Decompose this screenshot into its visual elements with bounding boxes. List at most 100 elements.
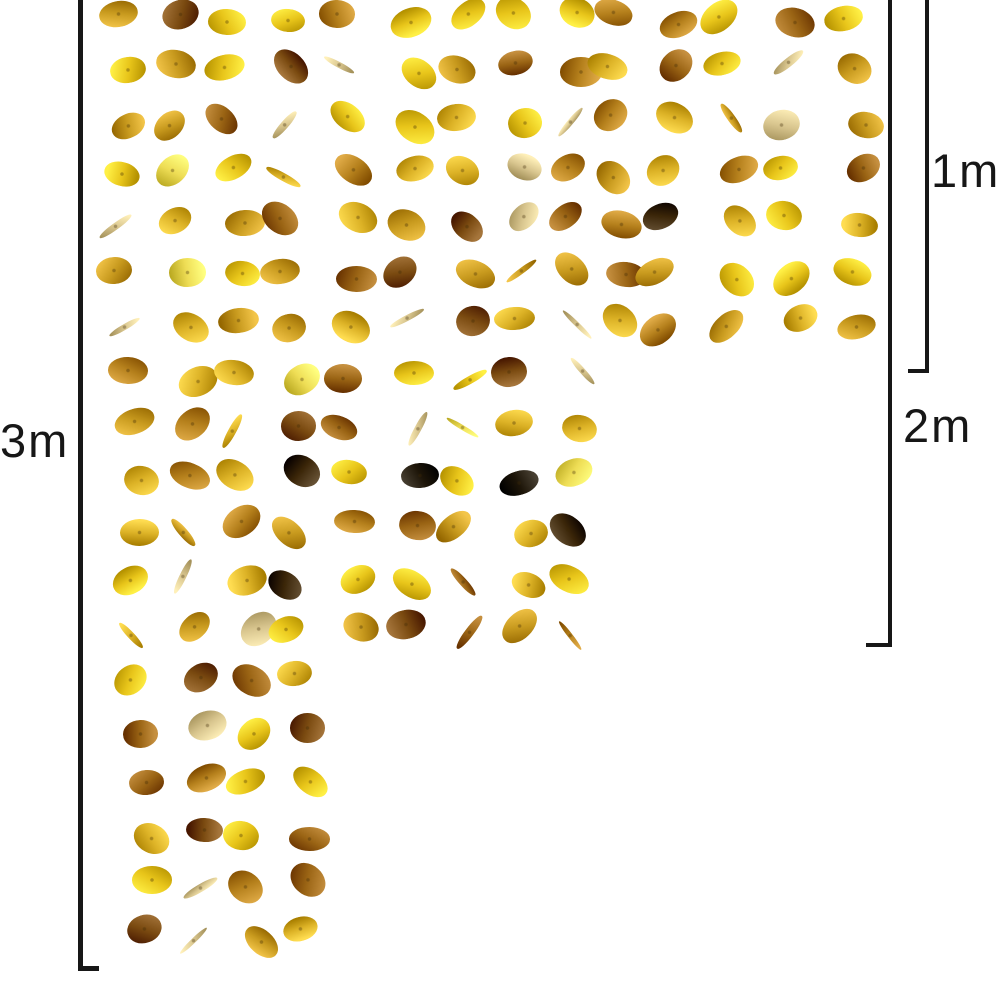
sequin-dot [713,256,761,303]
sequin-dot [393,151,437,185]
sequin-dot [445,415,480,440]
sequin-dot [339,607,383,646]
sequin-dot [771,47,806,77]
sequin-dot [185,817,224,844]
sequin-dot [220,817,262,853]
sequin-dot [329,147,379,192]
sequin-dot [258,256,302,288]
sequin-dot [448,565,479,599]
sequin-dot [396,51,443,96]
sequin-dot [121,718,159,749]
sequin-dot [184,705,231,746]
sequin-dot [400,462,441,490]
sequin-dot [555,105,585,138]
sequin-dot [830,253,876,291]
sequin-dot [631,252,679,293]
sequin-dot [397,508,438,543]
sequin-dot [101,157,143,191]
sequin-dot [492,407,535,440]
sequin-dot [546,148,590,188]
sequin-dot [323,364,362,394]
sequin-dot [116,620,146,651]
sequin-dot [318,0,357,29]
sequin-dot [223,258,262,289]
sequin-dot [544,506,593,554]
sequin-dot [763,198,805,234]
sequin-dot [560,308,593,341]
sequin-dot [317,409,362,446]
sequin-dot [334,195,383,239]
sequin-dot [97,0,141,31]
sequin-dot [173,606,216,648]
sequin-dot [131,865,172,894]
sequin-dot [210,452,260,497]
sequin-dot [119,518,160,547]
sequin-dot [393,361,435,386]
sequin-dot [560,411,600,446]
sequin-dot [262,563,307,606]
sequin-dot [503,196,545,238]
sequin-dot [435,460,480,502]
sequin-dot [181,874,220,902]
sequin-dot [278,448,327,494]
sequin-dot [382,203,431,247]
sequin-dot [95,255,134,286]
sequin-dot [168,516,198,549]
sequin-dot [840,210,880,239]
sequin-dot [201,50,247,85]
sequin-dot [383,606,430,644]
sequin-dot [280,410,318,442]
sequin-dot [287,760,334,804]
sequin-dot [388,102,441,151]
sequin-dot [490,0,538,36]
sequin-dot [435,102,478,134]
sequin-dot [128,817,175,861]
sequin-dot [652,42,699,89]
sequin-dot [554,0,600,34]
sequin-dot [650,95,699,141]
sequin-dot [511,516,552,551]
sequin-dot [275,659,314,689]
sequin-dot [168,257,207,287]
sequin-dot [453,613,485,652]
sequin-dot [158,0,203,34]
sequin-dot [97,212,133,241]
sequin-dot [451,253,500,294]
sequin-dot [166,456,215,495]
sequin-dot [834,310,878,343]
sequin-dot [766,254,818,304]
sequin-dot [440,150,485,192]
sequin-dot [543,196,587,238]
sequin-dot [153,201,196,240]
sequin-dot [199,97,244,140]
sequin-dot [389,306,426,330]
sequin-dot [270,7,307,34]
sequin-dot [223,208,266,238]
sequin-dot [266,510,312,556]
sequin-dot [841,148,885,189]
sequin-dot [831,47,876,91]
sequin-dot [333,508,375,534]
sequin-dot [387,561,437,606]
sequin-dot [283,855,333,904]
sequin-dot [182,758,231,799]
sequin-dot [336,559,380,600]
sequin-dot [405,410,431,448]
sequin-dot [168,305,215,349]
sequin-dot [717,199,762,243]
sequin-dot [779,299,823,338]
sequin-dot [445,0,492,36]
sequin-dot [700,47,744,79]
sequin-dot [123,910,166,949]
sequin-dot [489,355,530,389]
sequin-dot [550,453,596,493]
sequin-dot [846,108,887,142]
sequin-dot [504,257,538,285]
sequin-dot [107,107,150,145]
sequin-dot [128,768,166,796]
sequin-dot [505,105,545,142]
sequin-dot [111,403,158,440]
sequin-dot [638,197,683,235]
sequin-dot [329,457,369,488]
sequin-dot [503,148,546,186]
